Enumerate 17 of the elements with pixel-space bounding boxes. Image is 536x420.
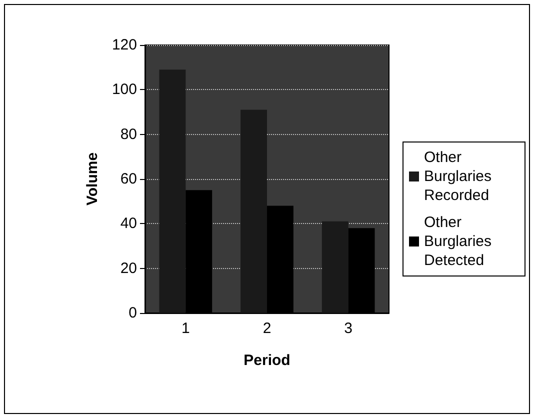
bar xyxy=(159,70,186,313)
y-axis-title: Volume xyxy=(84,152,101,206)
y-tick-label: 60 xyxy=(120,170,137,188)
y-tick-label: 100 xyxy=(112,81,137,98)
y-tick-label: 80 xyxy=(120,126,137,143)
x-tick-label: 1 xyxy=(181,320,190,337)
legend-label: Other Burglaries Recorded xyxy=(424,149,496,204)
bar xyxy=(322,221,348,313)
y-tick-label: 20 xyxy=(120,260,137,277)
x-axis-title: Period xyxy=(244,352,290,369)
y-tick-label: 40 xyxy=(120,215,137,232)
x-tick-label: 2 xyxy=(262,320,272,337)
legend-label: Other Burglaries Detected xyxy=(424,214,496,269)
bar xyxy=(240,110,267,313)
y-tick-label: 0 xyxy=(128,304,137,322)
x-tick-label: 3 xyxy=(344,320,353,337)
y-tick-label: 120 xyxy=(112,36,137,54)
